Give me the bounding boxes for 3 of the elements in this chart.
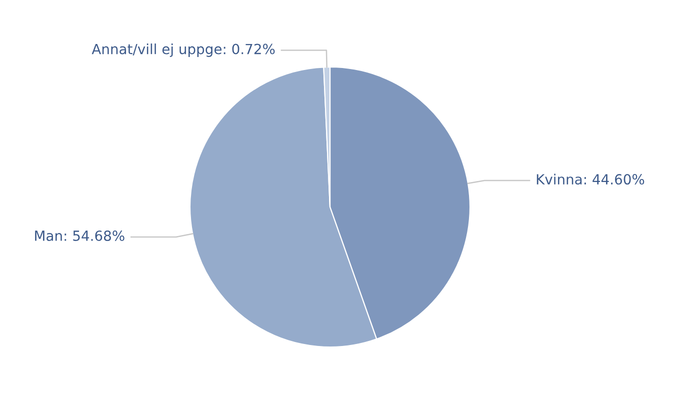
slice-label: Kvinna: 44.60% bbox=[536, 174, 644, 185]
slice-label: Man: 54.68% bbox=[35, 230, 124, 241]
slice-label: Annat/vill ej uppge: 0.72% bbox=[92, 44, 275, 57]
